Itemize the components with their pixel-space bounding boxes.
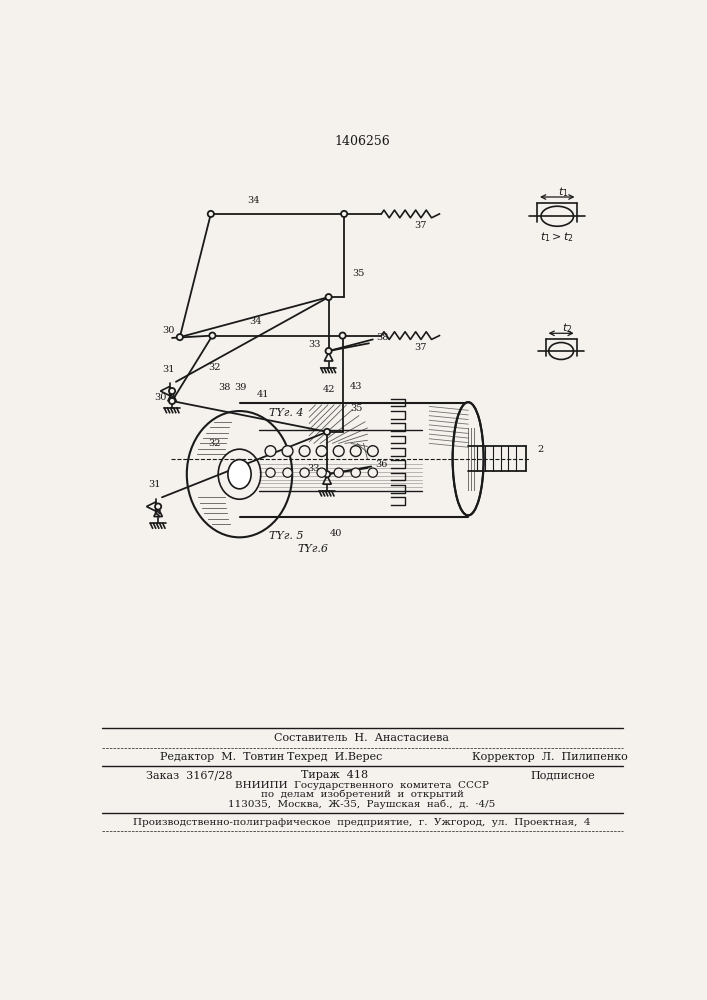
Circle shape [341,211,347,217]
Text: ΤҮг. 5: ΤҮг. 5 [269,531,303,541]
Text: 38: 38 [377,333,389,342]
Circle shape [209,333,216,339]
Text: 2: 2 [537,445,543,454]
Circle shape [300,468,309,477]
Circle shape [265,446,276,456]
Text: 32: 32 [209,439,221,448]
Circle shape [177,334,183,340]
Text: 31: 31 [162,365,175,374]
Circle shape [317,468,327,477]
Circle shape [169,388,175,394]
Circle shape [316,446,327,456]
Ellipse shape [228,460,251,489]
Text: ΤҮг.6: ΤҮг.6 [298,544,329,554]
Text: 39: 39 [234,383,247,392]
Circle shape [282,446,293,456]
Circle shape [155,503,161,510]
Circle shape [325,294,332,300]
Text: ВНИИПИ  Государственного  комитета  СССР: ВНИИПИ Государственного комитета СССР [235,781,489,790]
Text: Производственно-полиграфическое  предприятие,  г.  Ужгород,  ул.  Проектная,  4: Производственно-полиграфическое предприя… [133,818,591,827]
Circle shape [351,468,361,477]
Circle shape [324,471,330,477]
Circle shape [368,468,378,477]
Text: Тираж  418: Тираж 418 [301,770,368,780]
Text: 1406256: 1406256 [334,135,390,148]
Circle shape [208,211,214,217]
Text: 35: 35 [352,269,364,278]
Text: 38: 38 [218,383,230,392]
Text: 30: 30 [162,326,175,335]
Text: 42: 42 [322,385,335,394]
Circle shape [334,468,344,477]
Text: Редактор  М.  Товтин: Редактор М. Товтин [160,752,284,762]
Text: Заказ  3167/28: Заказ 3167/28 [146,770,233,780]
Circle shape [299,446,310,456]
Text: 36: 36 [375,460,387,469]
Text: 34: 34 [249,317,262,326]
Text: 31: 31 [148,480,160,489]
Circle shape [283,468,292,477]
Text: $t_2$: $t_2$ [562,321,573,335]
Text: Техред  И.Верес: Техред И.Верес [287,752,382,762]
Text: 30: 30 [154,393,167,402]
Circle shape [339,333,346,339]
Text: 35: 35 [351,404,363,413]
Circle shape [333,446,344,456]
Text: 43: 43 [349,382,362,391]
Text: 33: 33 [307,464,320,473]
Text: по  делам  изобретений  и  открытий: по делам изобретений и открытий [260,790,463,799]
Circle shape [351,446,361,456]
Text: $t_1$: $t_1$ [558,185,568,199]
Text: Составитель  Н.  Анастасиева: Составитель Н. Анастасиева [274,733,450,743]
Text: 37: 37 [414,343,426,352]
Circle shape [368,446,378,456]
Text: $t_1 > t_2$: $t_1 > t_2$ [540,230,574,244]
Text: 33: 33 [308,340,321,349]
Text: 32: 32 [209,363,221,372]
Circle shape [169,398,175,404]
Circle shape [324,429,330,435]
Text: Корректор  Л.  Пилипенко: Корректор Л. Пилипенко [472,752,627,762]
Text: 34: 34 [247,196,259,205]
Text: Подписное: Подписное [530,770,595,780]
Text: 40: 40 [330,529,343,538]
Text: 41: 41 [257,390,269,399]
Text: ΤҮг. 4: ΤҮг. 4 [269,408,303,418]
Text: 113035,  Москва,  Ж-35,  Раушская  наб.,  д.  ·4/5: 113035, Москва, Ж-35, Раушская наб., д. … [228,799,496,809]
Circle shape [325,348,332,354]
Circle shape [266,468,275,477]
Text: 37: 37 [414,221,426,230]
Ellipse shape [452,402,484,515]
